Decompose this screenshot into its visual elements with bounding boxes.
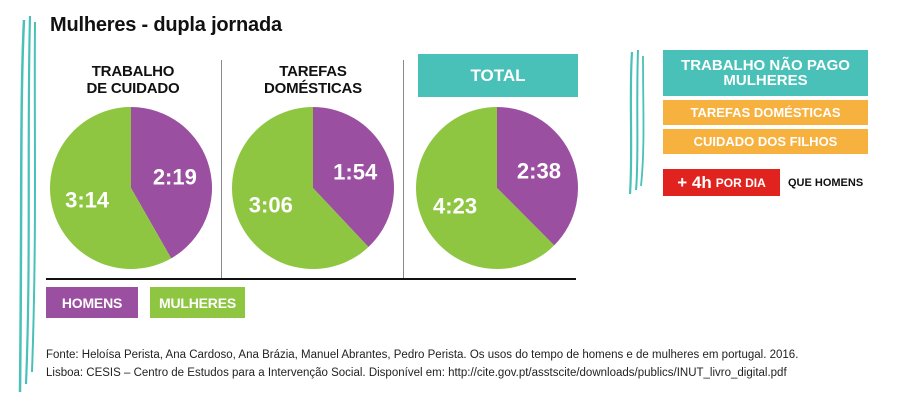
side-heading-line1: TRABALHO NÃO PAGO <box>681 57 850 74</box>
pie-data-label-mulheres: 3:14 <box>65 188 110 213</box>
pie-title-trabalho-de-cuidado: TRABALHO DE CUIDADO <box>86 63 180 97</box>
pie-slice-homens <box>131 107 213 259</box>
legend-mulheres: MULHERES <box>150 287 245 318</box>
pie-title-tarefas-domesticas: TAREFAS DOMÉSTICAS <box>263 63 362 97</box>
baseline-rule <box>46 278 576 280</box>
pie-chart-trabalho-de-cuidado: 2:19 3:14 <box>50 107 213 269</box>
source-note: Fonte: Heloísa Perista, Ana Cardoso, Ana… <box>46 346 886 382</box>
panel-divider <box>403 60 404 278</box>
pie-slice-mulheres <box>416 107 555 269</box>
pie-data-label-mulheres: 4:23 <box>433 193 477 218</box>
chart-title: Mulheres - dupla jornada <box>50 14 282 36</box>
pie-slice-homens <box>497 107 578 246</box>
panel-divider <box>221 60 222 278</box>
pie-data-label-mulheres: 3:06 <box>249 193 293 218</box>
pie-data-label-homens: 2:19 <box>153 164 197 189</box>
extra-hours-badge: + 4h POR DIA <box>663 169 780 196</box>
side-item-cuidado: CUIDADO DOS FILHOS <box>663 129 868 154</box>
decorative-scribble-left <box>18 15 36 393</box>
side-item-tarefas: TAREFAS DOMÉSTICAS <box>663 100 868 125</box>
pie-data-label-homens: 2:38 <box>517 159 561 184</box>
pie-slice-homens <box>313 107 394 248</box>
pie-title-total: TOTAL <box>418 54 578 97</box>
pie-chart-total: 2:38 4:23 <box>416 107 578 269</box>
pie-chart-tarefas-domesticas: 1:54 3:06 <box>232 107 394 269</box>
pie-slice-mulheres <box>232 107 369 269</box>
extra-hours-value: + 4h <box>677 172 712 192</box>
side-heading: TRABALHO NÃO PAGO MULHERES <box>663 50 868 96</box>
extra-hours-suffix: QUE HOMENS <box>788 177 864 189</box>
source-line-1: Fonte: Heloísa Perista, Ana Cardoso, Ana… <box>46 349 799 361</box>
pie-data-label-homens: 1:54 <box>333 159 378 184</box>
side-heading-line2: MULHERES <box>723 72 808 89</box>
decorative-scribble-right <box>628 49 645 195</box>
source-line-2: Lisboa: CESIS – Centro de Estudos para a… <box>46 367 787 379</box>
pie-slice-mulheres <box>50 107 172 269</box>
extra-hours-unit: POR DIA <box>715 175 766 190</box>
legend-homens: HOMENS <box>46 287 138 318</box>
